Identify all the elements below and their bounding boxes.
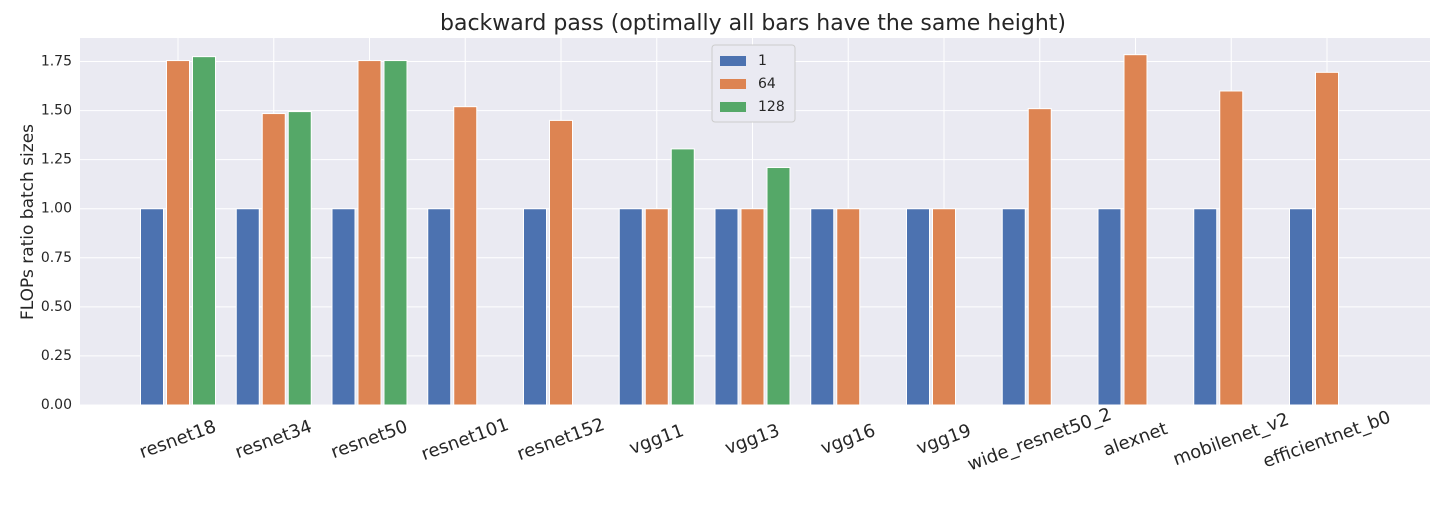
bar — [670, 148, 695, 406]
bar — [766, 167, 791, 406]
x-tick-label: vgg13 — [722, 420, 782, 459]
bar — [453, 106, 478, 406]
bar — [235, 208, 260, 406]
y-axis-label: FLOPs ratio batch sizes — [18, 124, 38, 320]
x-tick-label: resnet34 — [232, 416, 314, 463]
bar — [810, 208, 835, 406]
bar — [1001, 208, 1026, 406]
bar — [1289, 208, 1313, 406]
x-tick-label: vgg16 — [818, 420, 878, 459]
bar — [1219, 90, 1244, 406]
x-tick-label: vgg11 — [626, 420, 686, 459]
x-tick-label: resnet18 — [137, 416, 219, 463]
y-tick-label: 0.75 — [41, 250, 72, 266]
bar — [1027, 108, 1052, 406]
bar — [549, 119, 573, 406]
y-tick-label: 1.25 — [41, 152, 72, 168]
bar — [836, 208, 861, 406]
bar — [714, 208, 739, 406]
bar — [357, 60, 382, 406]
bar — [287, 111, 312, 406]
bar — [644, 208, 669, 406]
chart-title: backward pass (optimally all bars have t… — [440, 11, 1066, 36]
x-tick-label: resnet101 — [419, 414, 512, 465]
x-tick-label: resnet50 — [328, 416, 410, 463]
y-tick-label: 0.50 — [41, 299, 72, 315]
bar — [192, 56, 216, 406]
bar — [261, 113, 286, 406]
legend-label: 1 — [758, 53, 767, 69]
bar — [1315, 71, 1339, 406]
y-tick-label: 1.00 — [41, 201, 72, 217]
bar — [166, 60, 190, 406]
legend-label: 64 — [758, 76, 776, 92]
x-tick-label: vgg19 — [914, 420, 974, 459]
bar — [1193, 208, 1218, 406]
bar — [427, 208, 452, 406]
x-tick-label: resnet152 — [514, 414, 607, 465]
bar — [1097, 208, 1122, 406]
bar — [331, 208, 356, 406]
bar — [932, 208, 956, 406]
bar — [140, 208, 164, 406]
legend-swatch — [720, 56, 746, 66]
bar — [906, 208, 930, 406]
bar — [740, 208, 765, 406]
y-tick-label: 0.25 — [41, 348, 72, 364]
y-tick-label: 1.50 — [41, 103, 72, 119]
y-tick-label: 0.00 — [41, 397, 72, 413]
legend-swatch — [720, 79, 746, 89]
bar — [618, 208, 643, 406]
legend-swatch — [720, 102, 746, 112]
legend-label: 128 — [758, 99, 785, 115]
x-tick-label: wide_resnet50_2 — [965, 404, 1115, 476]
bar — [1123, 54, 1148, 406]
bar — [523, 208, 547, 406]
bar — [383, 60, 408, 406]
y-tick-label: 1.75 — [41, 54, 72, 70]
